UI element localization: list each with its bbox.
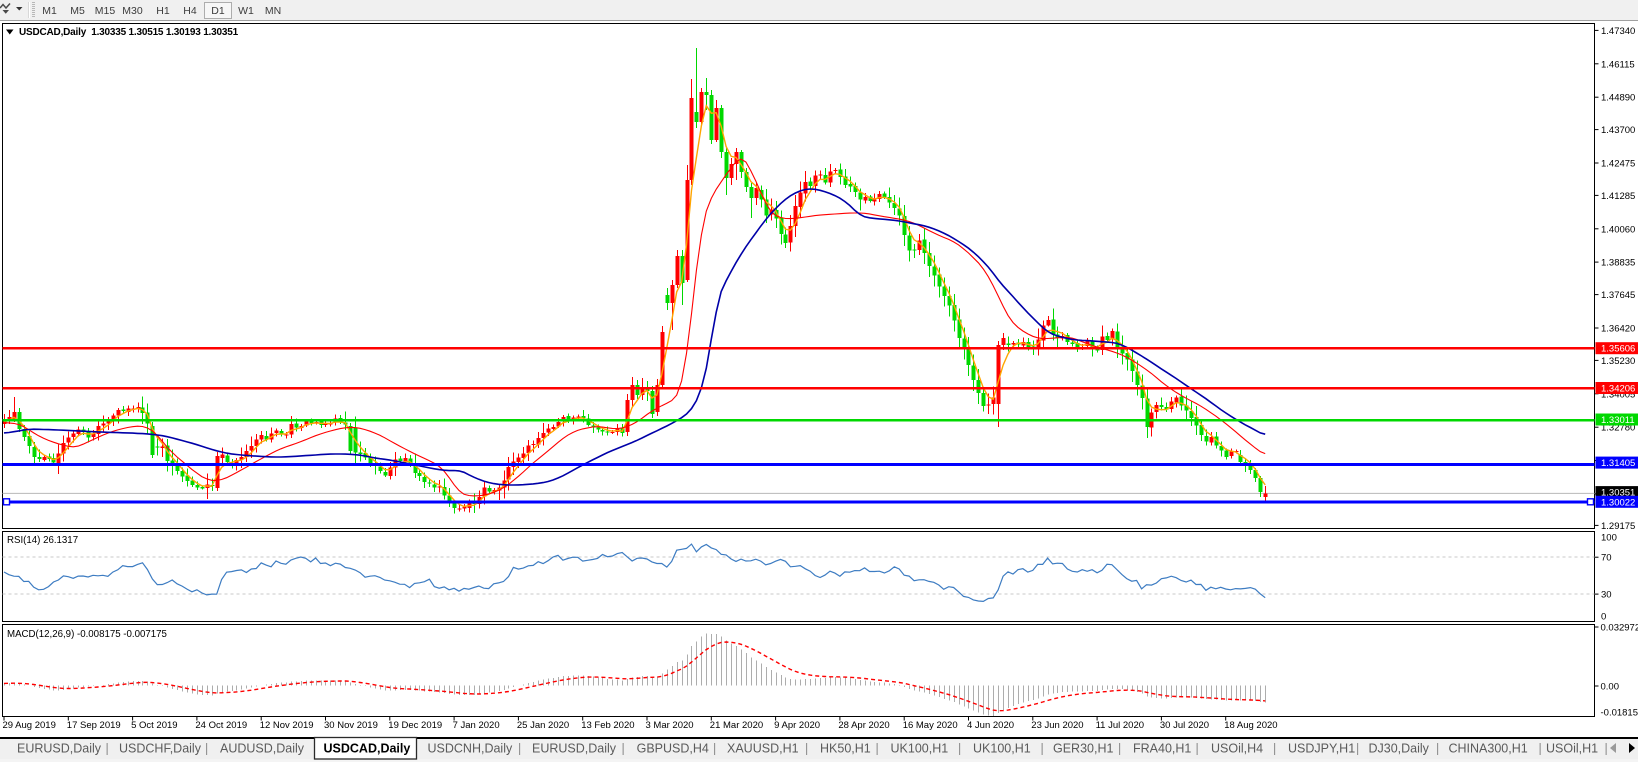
svg-text:3 Mar 2020: 3 Mar 2020: [646, 720, 694, 731]
svg-text:USDCHF,Daily: USDCHF,Daily: [119, 742, 202, 756]
svg-text:|: |: [876, 742, 879, 756]
svg-text:1.34005: 1.34005: [1601, 389, 1635, 400]
svg-text:MN: MN: [265, 5, 281, 17]
svg-text:-0.018154: -0.018154: [1601, 708, 1638, 719]
svg-text:UK100,H1: UK100,H1: [973, 742, 1031, 756]
svg-text:M5: M5: [70, 5, 85, 17]
svg-text:D1: D1: [211, 5, 225, 17]
svg-text:|: |: [1605, 742, 1608, 756]
svg-text:|: |: [106, 742, 109, 756]
svg-text:|: |: [1356, 742, 1359, 756]
svg-text:100: 100: [1601, 533, 1617, 544]
svg-text:|: |: [622, 742, 625, 756]
svg-text:AUDUSD,Daily: AUDUSD,Daily: [220, 742, 305, 756]
svg-text:13 Feb 2020: 13 Feb 2020: [581, 720, 634, 731]
svg-text:MACD(12,26,9) -0.008175 -0.007: MACD(12,26,9) -0.008175 -0.007175: [7, 629, 167, 640]
svg-text:|: |: [1436, 742, 1439, 756]
svg-text:|: |: [713, 742, 716, 756]
svg-text:USDCNH,Daily: USDCNH,Daily: [428, 742, 513, 756]
svg-text:4 Jun 2020: 4 Jun 2020: [967, 720, 1014, 731]
svg-text:1.31405: 1.31405: [1601, 458, 1635, 469]
svg-text:30: 30: [1601, 590, 1612, 601]
svg-text:19 Dec 2019: 19 Dec 2019: [388, 720, 442, 731]
svg-text:DJ30,Daily: DJ30,Daily: [1369, 742, 1430, 756]
svg-text:1.30351: 1.30351: [1601, 488, 1635, 499]
svg-text:|: |: [1273, 742, 1276, 756]
svg-text:RSI(14) 26.1317: RSI(14) 26.1317: [7, 535, 78, 546]
svg-text:|: |: [805, 742, 808, 756]
svg-text:USOil,H4: USOil,H4: [1211, 742, 1263, 756]
svg-text:|: |: [958, 742, 961, 756]
svg-text:1.44890: 1.44890: [1601, 93, 1635, 104]
svg-text:7 Jan 2020: 7 Jan 2020: [453, 720, 500, 731]
svg-text:70: 70: [1601, 553, 1612, 564]
svg-text:21 Mar 2020: 21 Mar 2020: [710, 720, 763, 731]
svg-text:M15: M15: [95, 5, 116, 17]
svg-text:12 Nov 2019: 12 Nov 2019: [260, 720, 314, 731]
svg-text:M30: M30: [122, 5, 143, 17]
svg-text:XAUUSD,H1: XAUUSD,H1: [727, 742, 799, 756]
svg-text:1.37645: 1.37645: [1601, 290, 1635, 301]
svg-text:1.29175: 1.29175: [1601, 521, 1635, 532]
svg-text:1.35230: 1.35230: [1601, 356, 1635, 367]
svg-text:1.42475: 1.42475: [1601, 159, 1635, 170]
svg-text:1.38835: 1.38835: [1601, 258, 1635, 269]
svg-text:30 Jul 2020: 30 Jul 2020: [1160, 720, 1209, 731]
svg-text:|: |: [1539, 742, 1542, 756]
svg-text:5 Oct 2019: 5 Oct 2019: [131, 720, 177, 731]
svg-text:1.43700: 1.43700: [1601, 125, 1635, 136]
svg-text:1.33011: 1.33011: [1601, 415, 1635, 426]
svg-text:28 Apr 2020: 28 Apr 2020: [838, 720, 889, 731]
svg-text:M1: M1: [42, 5, 57, 17]
svg-text:FRA40,H1: FRA40,H1: [1133, 742, 1191, 756]
svg-text:|: |: [518, 742, 521, 756]
svg-text:1.30022: 1.30022: [1601, 497, 1635, 508]
svg-text:17 Sep 2019: 17 Sep 2019: [67, 720, 121, 731]
svg-text:1.41285: 1.41285: [1601, 191, 1635, 202]
svg-text:30 Nov 2019: 30 Nov 2019: [324, 720, 378, 731]
svg-text:|: |: [1196, 742, 1199, 756]
svg-text:11 Jul 2020: 11 Jul 2020: [1096, 720, 1144, 731]
svg-text:0.00: 0.00: [1601, 682, 1620, 693]
svg-text:1.46115: 1.46115: [1601, 59, 1635, 70]
svg-text:1.47340: 1.47340: [1601, 26, 1635, 37]
svg-text:16 May 2020: 16 May 2020: [903, 720, 958, 731]
svg-text:USOil,H1: USOil,H1: [1546, 742, 1598, 756]
svg-text:H1: H1: [156, 5, 170, 17]
svg-text:|: |: [1041, 742, 1044, 756]
svg-text:0.032972: 0.032972: [1601, 623, 1638, 634]
svg-text:1.35606: 1.35606: [1601, 344, 1635, 355]
svg-text:USDJPY,H1: USDJPY,H1: [1288, 742, 1355, 756]
svg-text:|: |: [1118, 742, 1121, 756]
svg-text:EURUSD,Daily: EURUSD,Daily: [17, 742, 102, 756]
svg-text:1.32780: 1.32780: [1601, 423, 1635, 434]
svg-text:|: |: [205, 742, 208, 756]
svg-text:9 Apr 2020: 9 Apr 2020: [774, 720, 820, 731]
svg-text:GER30,H1: GER30,H1: [1053, 742, 1113, 756]
svg-text:23 Jun 2020: 23 Jun 2020: [1031, 720, 1083, 731]
svg-text:HK50,H1: HK50,H1: [820, 742, 871, 756]
svg-text:1.36420: 1.36420: [1601, 324, 1635, 335]
svg-text:1.40060: 1.40060: [1601, 224, 1635, 235]
svg-text:25 Jan 2020: 25 Jan 2020: [517, 720, 569, 731]
svg-text:CHINA300,H1: CHINA300,H1: [1449, 742, 1528, 756]
svg-text:GBPUSD,H4: GBPUSD,H4: [637, 742, 709, 756]
svg-text:1.34206: 1.34206: [1601, 384, 1635, 395]
svg-text:18 Aug 2020: 18 Aug 2020: [1224, 720, 1277, 731]
svg-text:USDCAD,Daily: USDCAD,Daily: [324, 742, 411, 756]
svg-text:UK100,H1: UK100,H1: [891, 742, 949, 756]
svg-text:H4: H4: [183, 5, 197, 17]
svg-text:29 Aug 2019: 29 Aug 2019: [3, 720, 56, 731]
svg-text:W1: W1: [238, 5, 254, 17]
svg-text:24 Oct 2019: 24 Oct 2019: [195, 720, 247, 731]
svg-text:0: 0: [1601, 611, 1606, 622]
svg-text:EURUSD,Daily: EURUSD,Daily: [532, 742, 617, 756]
svg-text:USDCAD,Daily 1.30335 1.30515: USDCAD,Daily 1.30335 1.30515 1.30193 1.3…: [19, 27, 239, 38]
